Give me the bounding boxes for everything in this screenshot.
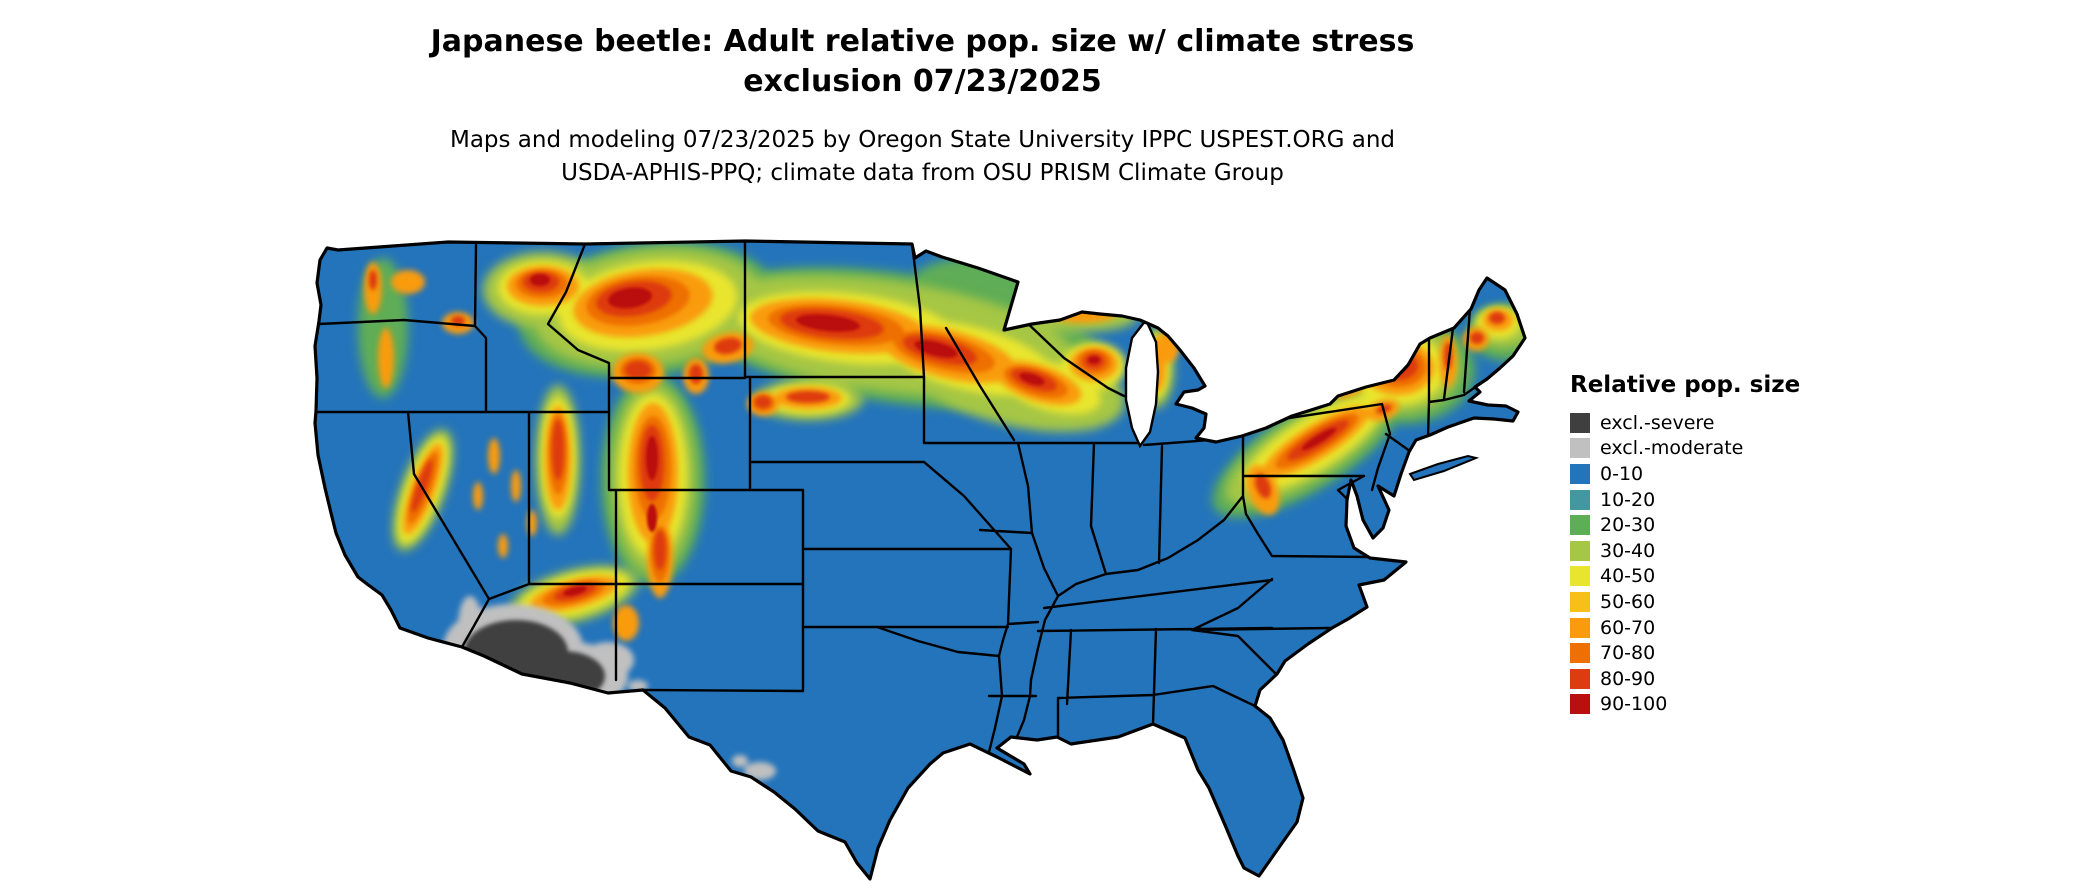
legend: Relative pop. size excl.-severe excl.-mo… (1570, 372, 1800, 717)
population-raster (315, 241, 1525, 780)
figure-title-line1: Japanese beetle: Adult relative pop. siz… (430, 24, 1415, 59)
legend-swatch-excl-severe (1570, 412, 1590, 433)
legend-row: 40-50 (1570, 564, 1800, 590)
legend-swatch-60-70 (1570, 617, 1590, 638)
legend-row: 70-80 (1570, 640, 1800, 666)
legend-label: 20-30 (1600, 514, 1656, 537)
figure-subtitle: Maps and modeling 07/23/2025 by Oregon S… (0, 124, 1845, 190)
legend-row: 60-70 (1570, 615, 1800, 641)
us-base-fill (315, 241, 1525, 879)
legend-row: 20-30 (1570, 512, 1800, 538)
legend-row: 90-100 (1570, 692, 1800, 718)
figure-subtitle-line2: USDA-APHIS-PPQ; climate data from OSU PR… (561, 160, 1284, 186)
legend-label: 0-10 (1600, 462, 1644, 485)
us-outline (313, 239, 1527, 881)
legend-label: 90-100 (1600, 693, 1668, 716)
legend-row: excl.-moderate (1570, 436, 1800, 462)
legend-swatch-10-20 (1570, 489, 1590, 510)
legend-label: 60-70 (1600, 616, 1656, 639)
legend-swatch-80-90 (1570, 668, 1590, 689)
legend-label: 10-20 (1600, 488, 1656, 511)
lake-michigan (1124, 317, 1160, 449)
legend-label: 50-60 (1600, 590, 1656, 613)
legend-swatch-30-40 (1570, 540, 1590, 561)
legend-row: 80-90 (1570, 666, 1800, 692)
legend-row: 30-40 (1570, 538, 1800, 564)
legend-swatch-0-10 (1570, 463, 1590, 484)
us-map (308, 228, 1538, 890)
figure-header: Japanese beetle: Adult relative pop. siz… (0, 22, 1845, 190)
legend-label: excl.-moderate (1600, 437, 1744, 460)
legend-label: 80-90 (1600, 667, 1656, 690)
figure-subtitle-line1: Maps and modeling 07/23/2025 by Oregon S… (449, 127, 1396, 153)
legend-swatch-70-80 (1570, 643, 1590, 664)
legend-row: 0-10 (1570, 461, 1800, 487)
legend-row: 10-20 (1570, 487, 1800, 513)
legend-swatch-40-50 (1570, 566, 1590, 587)
legend-row: 50-60 (1570, 589, 1800, 615)
state-boundaries (315, 241, 1476, 754)
long-island (1408, 454, 1480, 482)
legend-swatch-50-60 (1570, 591, 1590, 612)
legend-swatch-20-30 (1570, 515, 1590, 536)
legend-swatch-90-100 (1570, 694, 1590, 715)
legend-title: Relative pop. size (1570, 372, 1801, 398)
figure-title-line2: exclusion 07/23/2025 (743, 64, 1102, 99)
legend-label: 40-50 (1600, 565, 1656, 588)
legend-label: excl.-severe (1600, 411, 1715, 434)
legend-row: excl.-severe (1570, 410, 1800, 436)
legend-swatch-excl-moderate (1570, 438, 1590, 459)
legend-label: 30-40 (1600, 539, 1656, 562)
legend-label: 70-80 (1600, 642, 1656, 665)
